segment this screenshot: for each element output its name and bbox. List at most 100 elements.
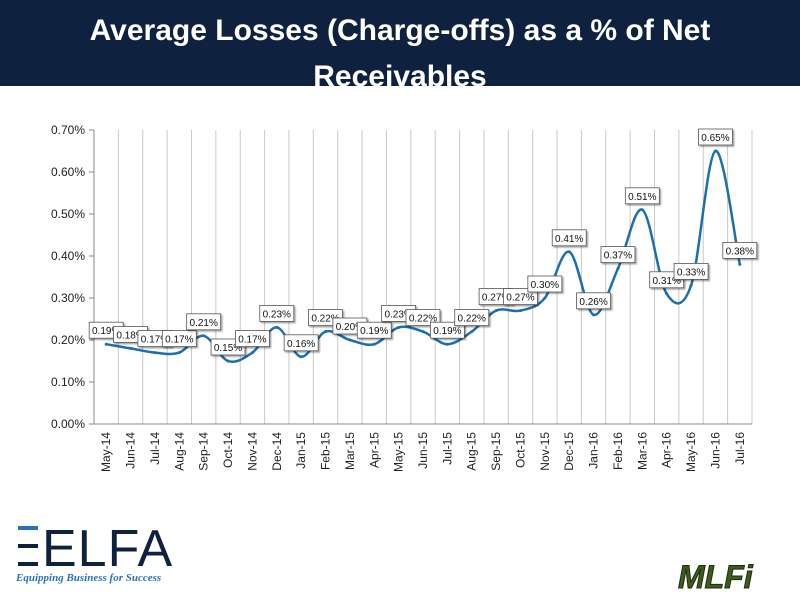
data-label-box: [186, 313, 222, 331]
mlfi-logo-text: MLFi: [678, 559, 754, 594]
data-point: [567, 250, 571, 254]
data-label-box: [673, 262, 709, 280]
x-tick-label: Jun-15: [416, 432, 430, 469]
x-tick-label: Feb-15: [319, 432, 333, 470]
data-label: 0.18%: [116, 330, 144, 341]
data-point: [104, 342, 108, 346]
data-label: 0.22%: [458, 314, 486, 325]
data-label: 0.23%: [263, 309, 291, 320]
data-label: 0.65%: [701, 133, 729, 144]
data-label: 0.33%: [677, 267, 705, 278]
y-tick-label: 0.10%: [51, 375, 85, 389]
data-label: 0.22%: [311, 314, 339, 325]
data-point: [177, 351, 181, 355]
x-tick-label: Aug-14: [172, 432, 186, 471]
data-point: [592, 313, 596, 317]
data-point: [616, 267, 620, 271]
data-point: [689, 283, 693, 287]
data-label-box: [624, 187, 660, 205]
data-point: [713, 149, 717, 153]
x-tick-label: Mar-15: [343, 432, 357, 470]
data-point: [543, 296, 547, 300]
data-label: 0.41%: [555, 234, 583, 245]
x-tick-label: Nov-15: [538, 432, 552, 471]
elfa-logo-bar: [18, 562, 38, 566]
data-label-box: [527, 275, 563, 293]
data-point: [129, 346, 133, 350]
x-tick-label: May-16: [684, 432, 698, 472]
data-label: 0.19%: [92, 326, 120, 337]
x-tick-label: Jul-16: [733, 432, 747, 465]
x-tick-label: Oct-14: [221, 432, 235, 468]
data-label: 0.15%: [214, 343, 242, 354]
data-label-box: [161, 330, 197, 348]
data-point: [202, 334, 206, 338]
data-label-box: [722, 241, 758, 259]
y-tick-label: 0.40%: [51, 249, 85, 263]
data-label: 0.37%: [604, 251, 632, 262]
data-label: 0.23%: [384, 309, 412, 320]
x-tick-label: Nov-14: [245, 432, 259, 471]
data-point: [275, 325, 279, 329]
data-label: 0.51%: [628, 192, 656, 203]
data-point: [348, 338, 352, 342]
title-banner: Average Losses (Charge-offs) as a % of N…: [0, 0, 800, 86]
x-tick-label: Oct-15: [513, 432, 527, 468]
data-point: [470, 330, 474, 334]
x-tick-label: May-15: [392, 432, 406, 472]
data-label: 0.27%: [506, 293, 534, 304]
x-tick-label: Sep-15: [489, 432, 503, 471]
data-label: 0.31%: [653, 276, 681, 287]
data-point: [640, 208, 644, 212]
x-tick-label: Dec-15: [562, 432, 576, 471]
data-label: 0.20%: [336, 322, 364, 333]
y-tick-label: 0.30%: [51, 291, 85, 305]
data-point: [250, 351, 254, 355]
y-tick-label: 0.00%: [51, 417, 85, 431]
x-tick-label: Aug-15: [465, 432, 479, 471]
data-label-box: [698, 128, 733, 146]
x-tick-label: Mar-16: [635, 432, 649, 470]
data-label: 0.21%: [189, 318, 217, 329]
x-tick-label: Apr-16: [660, 432, 674, 468]
data-label-box: [454, 309, 490, 327]
data-label-box: [235, 330, 270, 348]
elfa-tagline: Equipping Business for Success: [16, 572, 162, 584]
data-label: 0.38%: [726, 246, 754, 257]
x-tick-label: Sep-14: [197, 432, 211, 471]
data-label-box: [551, 229, 587, 247]
data-label: 0.27%: [482, 293, 510, 304]
x-tick-label: Dec-14: [270, 432, 284, 471]
data-label-box: [576, 292, 611, 310]
elfa-logo-text: ELFA: [42, 522, 173, 570]
data-point: [738, 262, 742, 266]
data-label: 0.19%: [433, 326, 461, 337]
x-tick-label: Apr-15: [367, 432, 381, 468]
y-tick-label: 0.60%: [51, 165, 85, 179]
data-label: 0.30%: [531, 280, 559, 291]
elfa-logo-bar: [18, 526, 38, 530]
elfa-logo: ELFA: [18, 522, 173, 570]
data-point: [226, 359, 230, 363]
data-point: [324, 330, 328, 334]
mlfi-logo: MLFi: [678, 559, 755, 595]
data-label: 0.16%: [287, 339, 315, 350]
x-tick-label: Jan-15: [294, 432, 308, 469]
data-point: [421, 330, 425, 334]
y-tick-label: 0.50%: [51, 207, 85, 221]
data-label-box: [405, 309, 441, 327]
x-tick-label: May-14: [99, 432, 113, 472]
data-point: [397, 325, 401, 329]
data-point: [445, 342, 449, 346]
data-point: [372, 342, 376, 346]
data-label-box: [259, 304, 295, 322]
data-point: [518, 309, 522, 313]
elfa-logo-bar: [18, 544, 38, 548]
y-tick-label: 0.70%: [51, 123, 85, 137]
x-tick-label: Jun-16: [708, 432, 722, 469]
data-label-box: [356, 321, 392, 339]
x-tick-label: Jan-16: [587, 432, 601, 469]
data-point: [665, 292, 669, 296]
y-tick-label: 0.20%: [51, 333, 85, 347]
data-point: [299, 355, 303, 359]
